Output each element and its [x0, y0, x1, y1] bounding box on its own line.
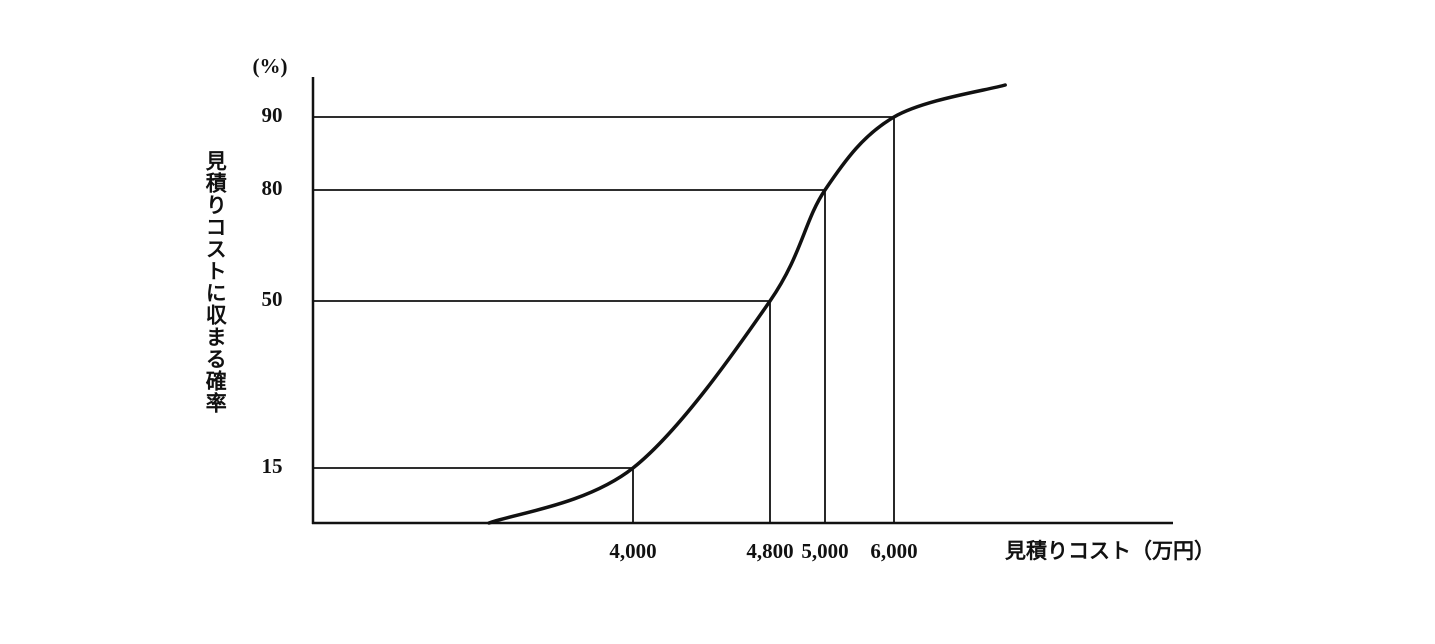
x-tick-label: 6,000 — [870, 539, 917, 563]
x-tick-label: 5,000 — [801, 539, 848, 563]
x-tick-label: 4,800 — [746, 539, 793, 563]
y-tick-label: 90 — [262, 103, 283, 127]
y-unit: (%) — [253, 54, 288, 78]
y-axis-label: 見積りコストに収まる確率 — [203, 150, 227, 414]
curve — [487, 83, 1007, 525]
x-axis-label: 見積りコスト（万円） — [1005, 539, 1215, 563]
x-tick-label: 4,000 — [609, 539, 656, 563]
y-tick-label: 15 — [262, 454, 283, 478]
y-tick-label: 50 — [262, 287, 283, 311]
y-tick-label: 80 — [262, 176, 283, 200]
